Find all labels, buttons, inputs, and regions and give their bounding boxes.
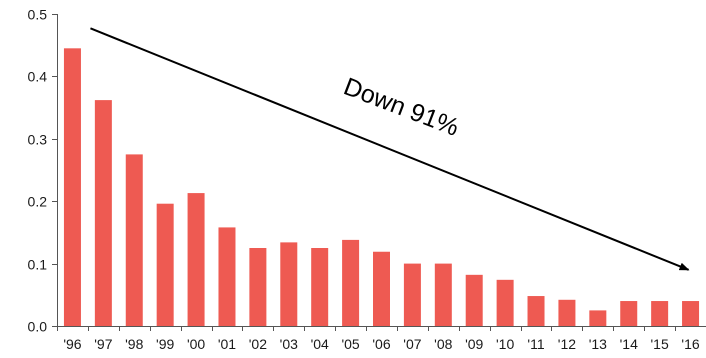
bars (63, 48, 700, 326)
x-tick-label-20: '16 (681, 336, 699, 352)
x-tick-label-10: '06 (372, 336, 390, 352)
x-tick-label-13: '09 (465, 336, 483, 352)
bar-2 (125, 154, 143, 326)
x-tick-label-14: '10 (496, 336, 514, 352)
bar-4 (187, 193, 205, 326)
bar-12 (434, 263, 452, 326)
x-tick-label-6: '02 (249, 336, 267, 352)
x-tick-label-0: '96 (63, 336, 81, 352)
y-tick-label-5: 0.5 (28, 7, 48, 23)
bar-3 (156, 203, 174, 326)
x-tick-label-5: '01 (218, 336, 236, 352)
x-tick-label-12: '08 (434, 336, 452, 352)
bar-0 (63, 48, 81, 326)
bar-16 (558, 299, 576, 326)
bar-19 (651, 301, 669, 326)
x-tick-label-9: '05 (341, 336, 359, 352)
y-tick-label-1: 0.1 (28, 257, 48, 273)
x-tick-label-19: '15 (651, 336, 669, 352)
trend-arrow (90, 27, 690, 271)
bar-15 (527, 296, 545, 326)
y-tick-label-3: 0.3 (28, 132, 48, 148)
bar-13 (465, 274, 483, 326)
bar-20 (682, 301, 700, 326)
x-tick-label-18: '14 (620, 336, 638, 352)
bar-18 (620, 301, 638, 326)
bar-8 (311, 248, 329, 326)
y-tick-label-4: 0.4 (28, 69, 48, 85)
axes (52, 14, 706, 331)
x-tick-label-11: '07 (403, 336, 421, 352)
y-tick-label-2: 0.2 (28, 194, 48, 210)
bar-1 (94, 100, 112, 326)
x-tick-label-16: '12 (558, 336, 576, 352)
bar-7 (280, 242, 298, 326)
bar-6 (249, 248, 267, 326)
annotation-label: Down 91% (340, 72, 463, 141)
bar-5 (218, 227, 236, 326)
annotation: Down 91% (90, 27, 690, 271)
y-tick-label-0: 0.0 (28, 319, 48, 335)
bar-11 (403, 263, 421, 326)
bar-14 (496, 279, 514, 326)
x-tick-label-7: '03 (280, 336, 298, 352)
x-tick-label-4: '00 (187, 336, 205, 352)
x-tick-label-1: '97 (94, 336, 112, 352)
x-tick-label-17: '13 (589, 336, 607, 352)
bar-9 (342, 239, 360, 326)
x-tick-label-2: '98 (125, 336, 143, 352)
x-tick-label-8: '04 (311, 336, 329, 352)
bar-10 (373, 251, 390, 326)
x-tick-label-15: '11 (527, 336, 544, 352)
bar-17 (589, 310, 607, 326)
x-tick-label-3: '99 (156, 336, 174, 352)
tick-labels: 0.0 0.1 0.2 0.3 0.4 0.5 '96 '97 '98 '99 '00 '01 '02 '… (28, 7, 700, 353)
